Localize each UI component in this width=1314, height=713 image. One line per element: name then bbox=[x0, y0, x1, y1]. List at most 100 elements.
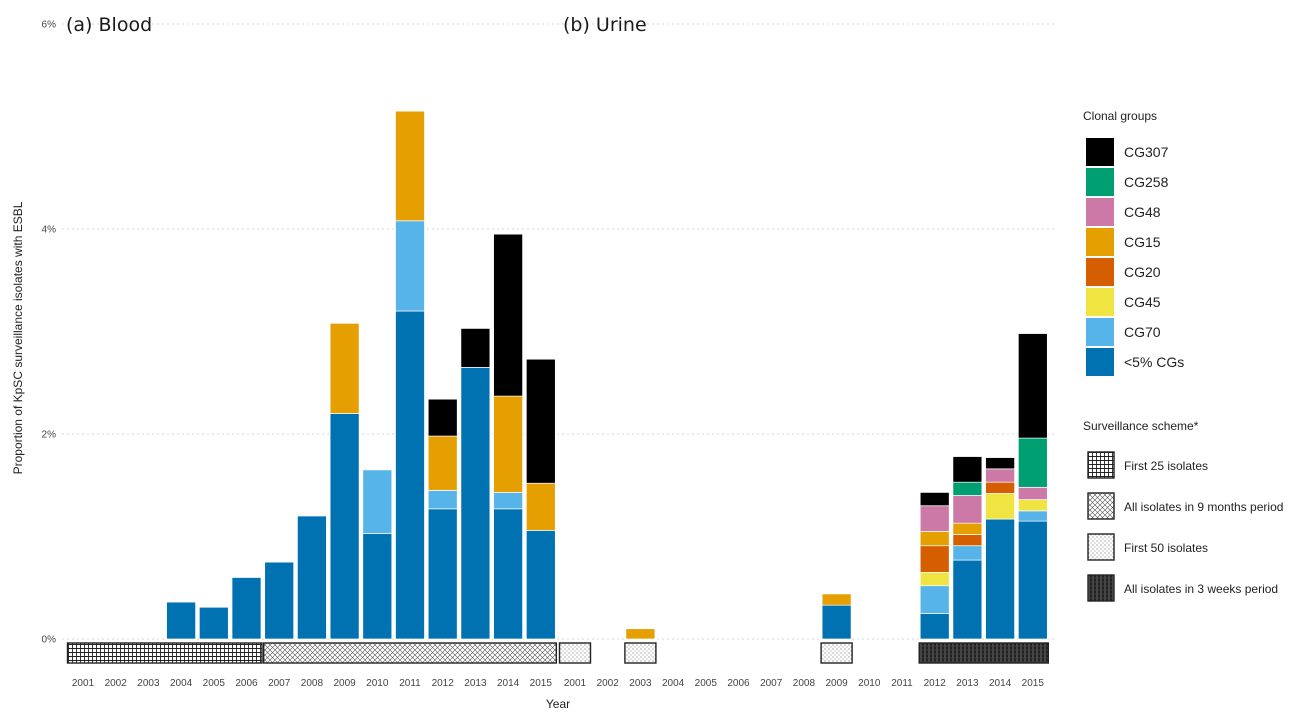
bar-lt5pct-cgs-2013 bbox=[461, 367, 490, 639]
bar-cg307-2013 bbox=[461, 328, 490, 367]
x-tick-label: 2013 bbox=[464, 678, 487, 689]
x-tick-label: 2014 bbox=[989, 678, 1012, 689]
bar-cg15-2003 bbox=[626, 629, 655, 639]
bar-cg45-2015 bbox=[1018, 500, 1047, 511]
legend-swatch-cg258 bbox=[1086, 168, 1114, 196]
bar-cg70-2015 bbox=[1018, 511, 1047, 521]
legend-swatch-cg307 bbox=[1086, 138, 1114, 166]
y-tick-label: 6% bbox=[42, 20, 57, 31]
bar-cg70-2014 bbox=[494, 492, 523, 508]
scheme-label-fifty: First 50 isolates bbox=[1124, 541, 1208, 555]
bar-cg307-2015 bbox=[1018, 334, 1047, 439]
legend-label-cg258: CG258 bbox=[1124, 174, 1169, 190]
x-tick-label: 2007 bbox=[760, 678, 783, 689]
x-tick-label: 2012 bbox=[924, 678, 947, 689]
panel-title-blood: (a) Blood bbox=[66, 14, 152, 36]
y-tick-label: 2% bbox=[42, 430, 57, 441]
bars bbox=[167, 111, 1048, 639]
legend-swatch-lt5pct-cgs bbox=[1086, 348, 1114, 376]
scheme-label-grid: First 25 isolates bbox=[1124, 459, 1208, 473]
bar-cg258-2013 bbox=[953, 482, 982, 495]
bar-lt5pct-cgs-2008 bbox=[297, 516, 326, 639]
bar-lt5pct-cgs-2004 bbox=[167, 602, 196, 639]
x-tick-label: 2011 bbox=[891, 678, 913, 689]
y-axis-ticks: 0% 2% 4% 6% bbox=[42, 20, 57, 646]
legend-label-cg48: CG48 bbox=[1124, 204, 1161, 220]
scheme-swatch-fifty bbox=[1088, 534, 1114, 560]
legend-swatch-cg48 bbox=[1086, 198, 1114, 226]
x-tick-label: 2001 bbox=[72, 678, 95, 689]
y-tick-label: 4% bbox=[42, 225, 57, 236]
bar-lt5pct-cgs-2010 bbox=[363, 533, 392, 639]
x-axis-ticks: 2001 2002 2003 2004 2005 2006 2007 2008 2009 2010… bbox=[72, 678, 1044, 689]
legend-title: Clonal groups bbox=[1083, 109, 1157, 123]
legend-label-cg15: CG15 bbox=[1124, 234, 1161, 250]
bar-cg70-2013 bbox=[953, 546, 982, 560]
bar-cg48-2014 bbox=[986, 469, 1015, 482]
bar-lt5pct-cgs-2015 bbox=[526, 530, 555, 639]
scheme-block-fifty bbox=[560, 643, 591, 663]
x-axis-label: Year bbox=[546, 697, 570, 711]
x-tick-label: 2003 bbox=[137, 678, 160, 689]
bar-cg48-2013 bbox=[953, 496, 982, 524]
legend-label-cg307: CG307 bbox=[1124, 144, 1169, 160]
bar-cg15-2012 bbox=[428, 436, 457, 490]
bar-cg15-2011 bbox=[396, 111, 425, 221]
bar-cg70-2012 bbox=[920, 586, 949, 614]
x-tick-label: 2012 bbox=[432, 678, 455, 689]
x-tick-label: 2014 bbox=[497, 678, 520, 689]
scheme-strip bbox=[68, 643, 1049, 663]
scheme-label-weeks: All isolates in 3 weeks period bbox=[1124, 582, 1278, 596]
x-tick-label: 2008 bbox=[793, 678, 816, 689]
bar-lt5pct-cgs-2013 bbox=[953, 560, 982, 639]
bar-cg20-2014 bbox=[986, 482, 1015, 493]
legend-swatch-cg20 bbox=[1086, 258, 1114, 286]
bar-cg307-2014 bbox=[986, 458, 1015, 469]
scheme-swatch-weeks bbox=[1088, 575, 1114, 601]
legend-label-cg70: CG70 bbox=[1124, 324, 1161, 340]
bar-cg258-2015 bbox=[1018, 438, 1047, 487]
bar-lt5pct-cgs-2006 bbox=[232, 578, 261, 640]
bar-lt5pct-cgs-2009 bbox=[822, 605, 851, 639]
bar-cg45-2014 bbox=[986, 493, 1015, 519]
bar-cg70-2011 bbox=[396, 221, 425, 311]
legend: CG307 CG258 CG48 CG15 CG20 CG45 CG70 <5% CGs bbox=[1086, 138, 1184, 376]
x-tick-label: 2009 bbox=[825, 678, 848, 689]
bar-cg15-2013 bbox=[953, 523, 982, 534]
x-tick-label: 2011 bbox=[399, 678, 421, 689]
bar-lt5pct-cgs-2005 bbox=[199, 607, 228, 639]
x-tick-label: 2007 bbox=[268, 678, 291, 689]
panel-urine-bars bbox=[626, 334, 1047, 639]
x-tick-label: 2002 bbox=[597, 678, 620, 689]
scheme-block-fifty bbox=[821, 643, 852, 663]
bar-lt5pct-cgs-2007 bbox=[265, 562, 294, 639]
x-tick-label: 2002 bbox=[105, 678, 128, 689]
bar-cg307-2012 bbox=[428, 399, 457, 436]
x-tick-label: 2004 bbox=[170, 678, 193, 689]
bar-cg15-2012 bbox=[920, 531, 949, 545]
bar-lt5pct-cgs-2009 bbox=[330, 414, 359, 640]
bar-lt5pct-cgs-2011 bbox=[396, 311, 425, 639]
x-tick-label: 2009 bbox=[333, 678, 356, 689]
scheme-label-cross: All isolates in 9 months period bbox=[1124, 500, 1283, 514]
panel-title-urine: (b) Urine bbox=[563, 14, 647, 36]
x-tick-label: 2006 bbox=[727, 678, 750, 689]
legend-label-cg45: CG45 bbox=[1124, 294, 1161, 310]
bar-cg70-2010 bbox=[363, 470, 392, 534]
bar-cg48-2012 bbox=[920, 506, 949, 532]
legend-swatch-cg45 bbox=[1086, 288, 1114, 316]
x-tick-label: 2008 bbox=[301, 678, 324, 689]
legend-label-cg20: CG20 bbox=[1124, 264, 1161, 280]
scheme-block-weeks bbox=[919, 643, 1048, 663]
bar-lt5pct-cgs-2014 bbox=[986, 519, 1015, 639]
scheme-swatch-cross bbox=[1088, 493, 1114, 519]
bar-cg15-2009 bbox=[330, 323, 359, 413]
scheme-block-cross bbox=[264, 643, 557, 663]
x-tick-label: 2010 bbox=[858, 678, 881, 689]
scheme-swatch-grid bbox=[1088, 452, 1114, 478]
bar-cg307-2015 bbox=[526, 359, 555, 483]
x-tick-label: 2015 bbox=[530, 678, 553, 689]
bar-cg45-2012 bbox=[920, 572, 949, 585]
legend-swatch-cg70 bbox=[1086, 318, 1114, 346]
